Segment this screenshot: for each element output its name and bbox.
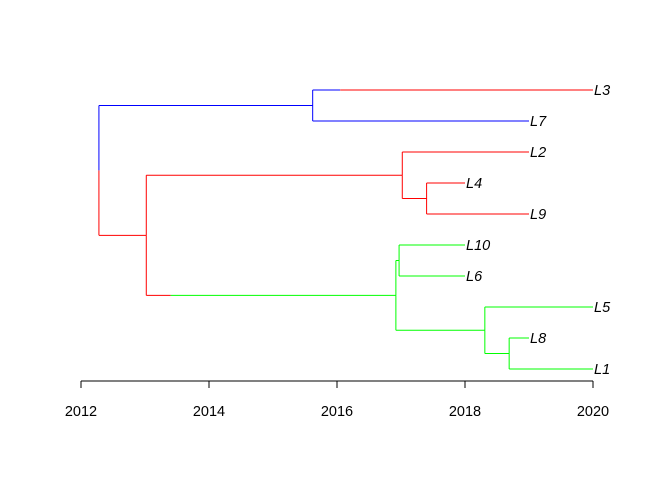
tip-label-l7: L7 (530, 114, 547, 130)
tip-label-l6: L6 (466, 269, 483, 285)
axis-tick-label-2018: 2018 (449, 404, 481, 420)
tip-label-l2: L2 (530, 145, 546, 161)
tip-label-l10: L10 (466, 238, 490, 254)
tip-label-l1: L1 (594, 362, 610, 378)
axis-tick-label-2020: 2020 (577, 404, 609, 420)
tip-label-l8: L8 (530, 331, 546, 347)
tip-label-l4: L4 (466, 176, 482, 192)
tip-labels: L3 L7 L2 L4 L9 L10 L6 L5 L8 L1 (466, 83, 611, 378)
axis-tick-label-2016: 2016 (321, 404, 353, 420)
time-axis: 2012 2014 2016 2018 2020 (65, 380, 609, 420)
axis-tick-label-2014: 2014 (193, 404, 225, 420)
tree-branches (98, 89, 593, 370)
tip-label-l5: L5 (594, 300, 611, 316)
axis-tick-label-2012: 2012 (65, 404, 97, 420)
axis-ticks: 2012 2014 2016 2018 2020 (65, 381, 609, 420)
tip-label-l3: L3 (594, 83, 610, 99)
tip-label-l9: L9 (530, 207, 546, 223)
